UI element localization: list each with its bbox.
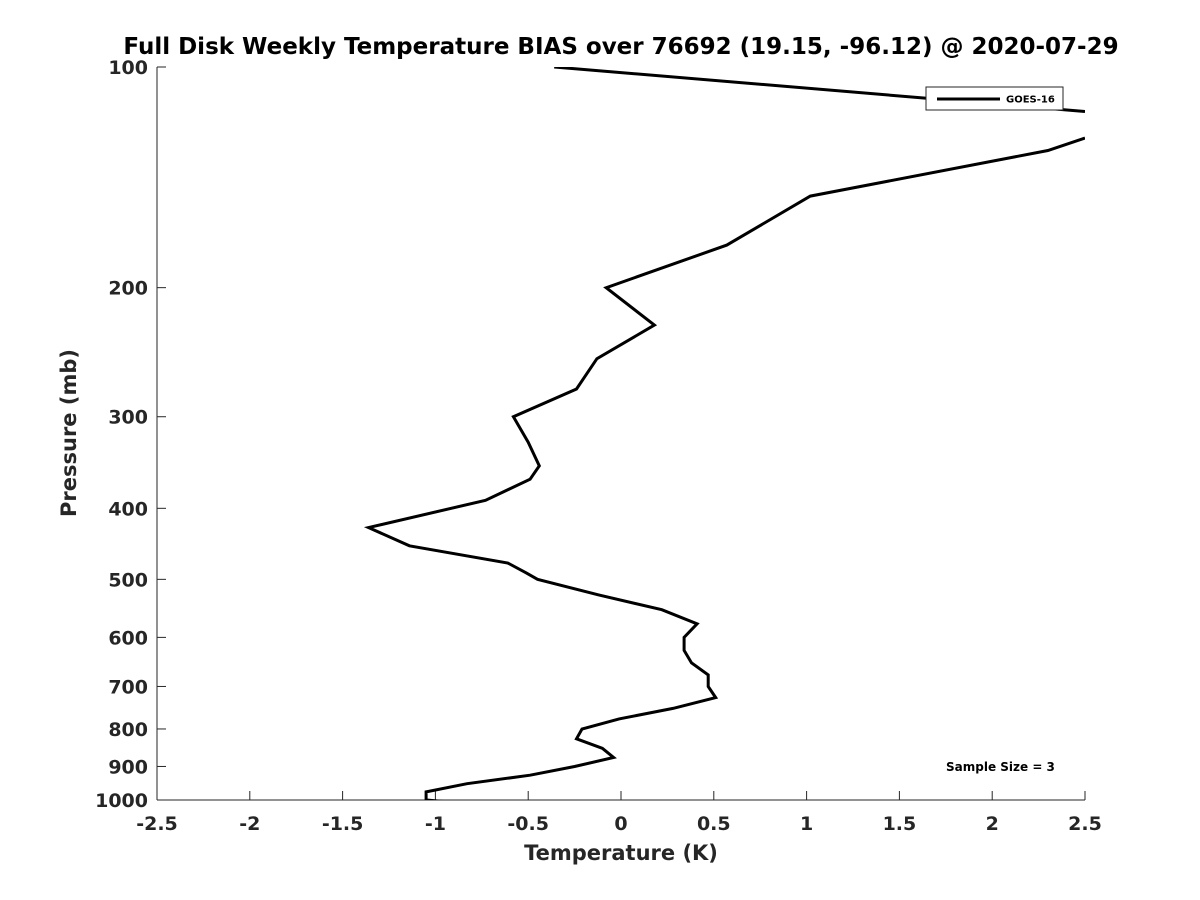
x-tick-label: 0.5 <box>697 813 731 835</box>
x-tick-label: 2.5 <box>1068 813 1102 835</box>
x-axis-ticks: -2.5 -2 -1.5 -1 -0.5 0 0.5 1 1.5 2 2.5 <box>136 791 1102 835</box>
y-tick-label: 1000 <box>95 790 148 812</box>
y-tick-label: 800 <box>108 719 148 741</box>
sample-size-annotation: Sample Size = 3 <box>946 760 1055 774</box>
y-axis-label: Pressure (mb) <box>57 349 81 517</box>
x-tick-label: -2.5 <box>136 813 178 835</box>
x-tick-label: 1 <box>800 813 813 835</box>
y-axis-ticks: 100 200 300 400 500 600 700 800 900 1000 <box>95 57 166 812</box>
y-tick-label: 300 <box>108 407 148 429</box>
y-tick-label: 600 <box>108 627 148 649</box>
x-tick-label: 1.5 <box>883 813 917 835</box>
y-tick-label: 500 <box>108 569 148 591</box>
y-tick-label: 200 <box>108 278 148 300</box>
x-tick-label: -1 <box>425 813 446 835</box>
x-tick-label: 0 <box>614 813 627 835</box>
x-tick-label: -0.5 <box>507 813 549 835</box>
y-tick-label: 400 <box>108 498 148 520</box>
x-tick-label: -2 <box>239 813 260 835</box>
y-tick-label: 100 <box>108 57 148 79</box>
legend-entry-goes16: GOES-16 <box>1006 95 1055 106</box>
y-tick-label: 900 <box>108 756 148 778</box>
series-line-goes16 <box>363 136 1085 800</box>
y-tick-label: 700 <box>108 676 148 698</box>
legend: GOES-16 <box>925 86 1064 111</box>
x-axis-label: Temperature (K) <box>524 841 718 865</box>
chart-title: Full Disk Weekly Temperature BIAS over 7… <box>123 34 1118 60</box>
x-tick-label: 2 <box>986 813 999 835</box>
x-tick-label: -1.5 <box>322 813 364 835</box>
